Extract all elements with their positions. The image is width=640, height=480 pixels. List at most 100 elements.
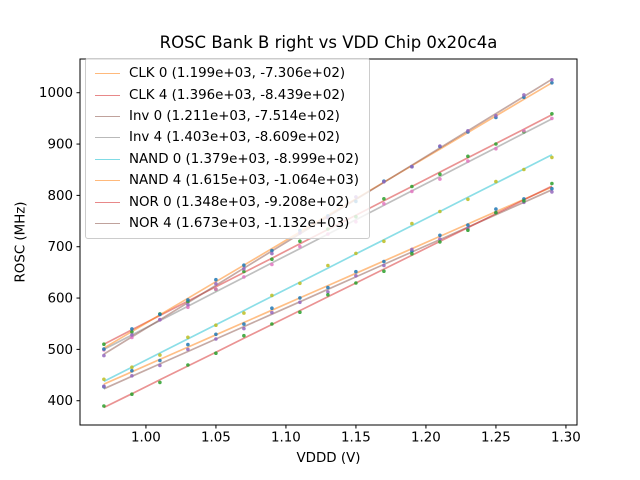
data-point-inv-0 <box>354 274 358 278</box>
data-point-nand-0 <box>382 239 386 244</box>
data-point-inv-4 <box>550 116 554 121</box>
data-point-inv-4 <box>494 146 498 151</box>
data-point-clk-4 <box>270 257 274 262</box>
data-point-clk-0 <box>494 207 498 211</box>
data-point-inv-0 <box>410 247 414 252</box>
data-point-nand-0 <box>354 251 358 256</box>
data-point-nor-4 <box>410 164 414 169</box>
data-point-inv-4 <box>298 244 302 249</box>
data-point-clk-0 <box>298 296 302 300</box>
legend-label: NAND 0 (1.379e+03, -8.999e+02) <box>129 151 359 167</box>
data-point-inv-0 <box>186 347 190 352</box>
data-point-nor-0 <box>438 240 442 244</box>
data-point-nand-4 <box>214 277 218 282</box>
x-tick-label: 1.15 <box>341 431 371 446</box>
data-point-clk-0 <box>158 358 162 363</box>
data-point-nand-0 <box>550 155 554 160</box>
data-point-nor-0 <box>522 199 526 203</box>
legend-line-swatch <box>95 180 120 182</box>
legend: CLK 0 (1.199e+03, -7.306e+02) CLK 4 (1.39… <box>85 58 370 240</box>
data-point-nor-4 <box>270 251 274 256</box>
data-point-clk-4 <box>494 142 498 146</box>
y-tick-label: 800 <box>47 189 73 204</box>
x-tick-label: 1.25 <box>481 431 511 446</box>
legend-line-swatch <box>95 137 120 139</box>
data-point-inv-0 <box>242 326 246 331</box>
data-point-clk-4 <box>130 330 134 334</box>
data-point-nand-0 <box>466 197 470 202</box>
legend-line-swatch <box>95 222 120 224</box>
data-point-nor-0 <box>102 404 106 408</box>
fit-line-clk-0 <box>103 186 553 385</box>
legend-label: NAND 4 (1.615e+03, -1.064e+03) <box>129 173 359 189</box>
data-point-nand-0 <box>298 281 302 286</box>
data-point-inv-0 <box>270 310 274 315</box>
data-point-nand-4 <box>158 312 162 317</box>
data-point-inv-4 <box>438 177 442 181</box>
data-point-nand-0 <box>158 353 162 357</box>
data-point-inv-0 <box>326 290 330 294</box>
data-point-nor-0 <box>466 228 470 232</box>
legend-row-nor-4: NOR 4 (1.673e+03, -1.132e+03) <box>95 213 359 234</box>
data-point-clk-4 <box>102 342 106 347</box>
data-point-nor-4 <box>214 282 218 286</box>
data-point-nor-4 <box>102 353 106 358</box>
data-point-nand-0 <box>242 311 246 315</box>
data-point-clk-4 <box>298 239 302 243</box>
data-point-clk-0 <box>326 285 330 290</box>
legend-label: NOR 0 (1.348e+03, -9.208e+02) <box>129 194 350 210</box>
data-point-nor-4 <box>382 180 386 184</box>
data-point-clk-4 <box>438 172 442 176</box>
legend-label: NOR 4 (1.673e+03, -1.132e+03) <box>129 215 350 231</box>
data-point-nor-4 <box>242 266 246 271</box>
data-point-nor-0 <box>410 252 414 256</box>
y-axis-label: ROSC (MHz) <box>13 201 29 283</box>
data-point-inv-0 <box>102 384 106 389</box>
data-point-clk-0 <box>270 306 274 311</box>
legend-row-inv-4: Inv 4 (1.403e+03, -8.609e+02) <box>95 127 359 148</box>
data-point-nor-0 <box>270 322 274 326</box>
data-point-nand-4 <box>270 248 274 253</box>
x-axis-label: VDDD (V) <box>296 451 361 466</box>
legend-line-swatch <box>95 158 120 160</box>
data-point-clk-4 <box>550 112 554 116</box>
data-point-nor-0 <box>186 363 190 367</box>
y-tick-label: 900 <box>47 138 73 153</box>
data-point-inv-4 <box>270 262 274 267</box>
y-tick-label: 500 <box>47 343 73 358</box>
legend-line-swatch <box>95 201 120 203</box>
legend-row-clk-4: CLK 4 (1.396e+03, -8.439e+02) <box>95 84 359 105</box>
data-point-clk-0 <box>438 233 442 238</box>
data-point-inv-0 <box>214 337 218 341</box>
data-point-nand-4 <box>186 298 190 302</box>
fit-line-nor-0 <box>103 185 553 409</box>
legend-row-clk-0: CLK 0 (1.199e+03, -7.306e+02) <box>95 63 359 84</box>
data-point-nand-0 <box>494 179 498 184</box>
data-point-inv-4 <box>410 189 414 194</box>
data-point-clk-0 <box>186 342 190 347</box>
data-point-inv-4 <box>186 305 190 310</box>
y-tick-label: 600 <box>47 292 73 307</box>
data-point-inv-0 <box>438 237 442 241</box>
y-tick-label: 1000 <box>39 86 73 101</box>
x-tick-label: 1.00 <box>131 431 161 446</box>
data-point-nand-4 <box>242 263 246 268</box>
data-point-nor-4 <box>550 78 554 82</box>
data-point-clk-4 <box>410 184 414 189</box>
data-point-inv-4 <box>242 275 246 279</box>
legend-line-swatch <box>95 94 120 96</box>
axis-ticks: 1.00 1.05 1.10 1.15 1.20 1.25 1.30 400 500 600 700… <box>39 86 581 445</box>
y-tick-label: 700 <box>47 240 73 255</box>
data-point-inv-0 <box>550 190 554 194</box>
data-point-clk-0 <box>214 332 218 337</box>
x-tick-label: 1.10 <box>271 431 301 446</box>
data-point-inv-0 <box>130 374 134 378</box>
data-point-clk-0 <box>550 186 554 191</box>
x-tick-label: 1.20 <box>411 431 441 446</box>
data-point-inv-4 <box>466 159 470 163</box>
data-point-nor-4 <box>522 93 526 97</box>
data-point-nand-0 <box>410 221 414 226</box>
x-tick-label: 1.05 <box>201 431 231 446</box>
data-point-nand-4 <box>102 347 106 351</box>
